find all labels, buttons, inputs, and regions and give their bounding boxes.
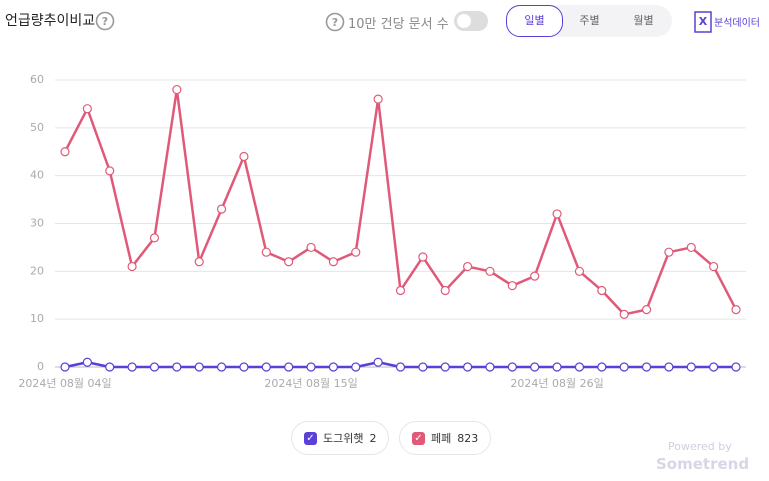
toggle-label: 10만 건당 문서 수 bbox=[348, 17, 449, 32]
point bbox=[306, 362, 316, 372]
point bbox=[395, 285, 406, 296]
legend-item[interactable]: ✓ 도그위햇 2 bbox=[291, 421, 390, 455]
period-tabs: 일별 주별 월별 bbox=[506, 5, 672, 37]
point bbox=[82, 357, 92, 367]
point bbox=[418, 252, 428, 262]
point bbox=[261, 247, 271, 257]
point bbox=[619, 309, 629, 319]
point bbox=[709, 362, 719, 372]
legend-item[interactable]: ✓ 페페 823 bbox=[399, 421, 492, 455]
point bbox=[149, 233, 160, 243]
point bbox=[597, 362, 607, 372]
help-icon[interactable]: ? bbox=[95, 11, 115, 31]
point bbox=[686, 242, 696, 253]
svg-text:X: X bbox=[699, 15, 708, 28]
x-tick-label: 2024년 08월 26일 bbox=[510, 376, 603, 390]
point bbox=[105, 166, 115, 176]
point bbox=[574, 362, 585, 372]
legend-name: 도그위햇 bbox=[323, 432, 364, 445]
point bbox=[664, 247, 674, 257]
point bbox=[440, 362, 450, 372]
point bbox=[641, 305, 652, 315]
powered-by: Powered by bbox=[668, 440, 732, 453]
legend-total: 2 bbox=[369, 431, 377, 445]
point bbox=[373, 94, 383, 104]
brand: Sometrend bbox=[656, 455, 750, 473]
point bbox=[284, 257, 294, 267]
legend-checkbox[interactable]: ✓ bbox=[412, 431, 425, 445]
y-tick-label: 0 bbox=[37, 360, 44, 373]
point bbox=[261, 362, 271, 372]
point bbox=[239, 151, 249, 162]
point bbox=[731, 362, 741, 372]
toggle[interactable] bbox=[454, 11, 488, 31]
point bbox=[216, 362, 227, 372]
legend-checkbox[interactable]: ✓ bbox=[304, 431, 317, 445]
y-tick-label: 50 bbox=[30, 121, 44, 134]
point bbox=[351, 247, 361, 257]
legend-total: 823 bbox=[457, 431, 479, 445]
point bbox=[686, 362, 696, 372]
y-tick-label: 20 bbox=[30, 264, 44, 277]
legend-name: 페페 bbox=[431, 432, 452, 445]
point bbox=[530, 362, 540, 372]
point bbox=[530, 271, 540, 281]
point bbox=[552, 209, 562, 219]
point bbox=[328, 362, 338, 372]
point bbox=[507, 362, 517, 372]
tab[interactable]: 주별 bbox=[579, 14, 600, 27]
y-tick-label: 10 bbox=[30, 312, 44, 325]
point bbox=[485, 362, 495, 372]
point bbox=[194, 257, 204, 267]
y-tick-label: 40 bbox=[30, 169, 44, 182]
chart: 0 10 20 30 40 50 60 2024년 08월 04일 2024년 08월 15일 2… bbox=[18, 73, 746, 390]
svg-text:?: ? bbox=[102, 15, 108, 28]
x-tick-label: 2024년 08월 15일 bbox=[264, 376, 357, 390]
export-label[interactable]: 분석데이터 bbox=[714, 18, 760, 29]
point bbox=[709, 261, 719, 272]
point bbox=[463, 362, 473, 372]
point bbox=[597, 285, 607, 296]
tab[interactable]: 월별 bbox=[633, 14, 654, 27]
point bbox=[82, 104, 92, 114]
point bbox=[440, 285, 450, 296]
point bbox=[60, 147, 70, 157]
point bbox=[127, 362, 137, 372]
point bbox=[641, 362, 652, 372]
svg-text:?: ? bbox=[332, 16, 338, 29]
point bbox=[306, 242, 316, 253]
point bbox=[463, 261, 473, 272]
point bbox=[552, 362, 562, 372]
point bbox=[485, 266, 495, 276]
point bbox=[328, 257, 338, 267]
point bbox=[619, 362, 629, 372]
y-tick-label: 30 bbox=[30, 217, 44, 230]
line bbox=[63, 88, 738, 316]
point bbox=[127, 261, 137, 272]
point bbox=[373, 357, 383, 367]
point bbox=[149, 362, 160, 372]
point bbox=[351, 362, 361, 372]
point bbox=[60, 362, 70, 372]
point bbox=[194, 362, 204, 372]
title: 언급량추이비교 bbox=[5, 13, 96, 29]
point bbox=[395, 362, 406, 372]
point bbox=[664, 362, 674, 372]
point bbox=[574, 266, 585, 276]
point bbox=[172, 84, 182, 95]
point bbox=[172, 362, 182, 372]
point bbox=[216, 204, 227, 214]
point bbox=[105, 362, 115, 372]
x-tick-label: 2024년 08월 04일 bbox=[18, 376, 111, 390]
point bbox=[731, 305, 741, 315]
tab[interactable]: 일별 bbox=[506, 5, 563, 37]
export-icon[interactable]: X bbox=[694, 11, 712, 33]
point bbox=[507, 281, 517, 291]
y-tick-label: 60 bbox=[30, 73, 44, 86]
point bbox=[418, 362, 428, 372]
point bbox=[239, 362, 249, 372]
point bbox=[284, 362, 294, 372]
help-icon[interactable]: ? bbox=[325, 12, 345, 32]
